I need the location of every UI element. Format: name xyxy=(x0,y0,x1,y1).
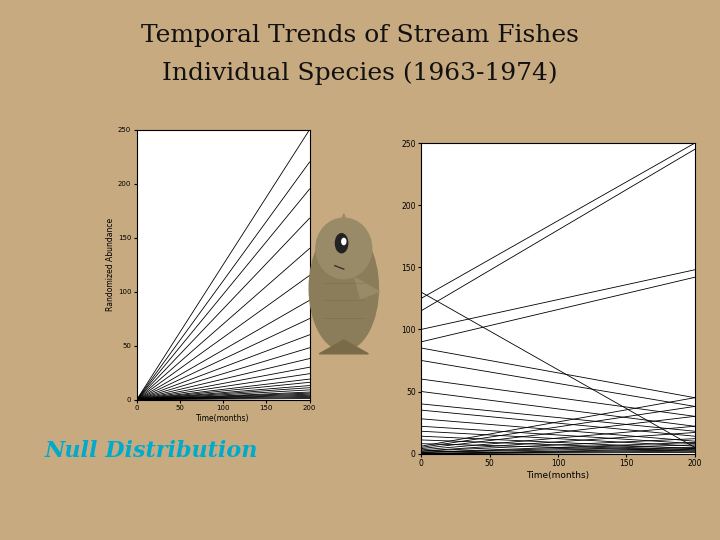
Polygon shape xyxy=(327,214,361,260)
X-axis label: Time(months): Time(months) xyxy=(526,471,590,480)
Circle shape xyxy=(342,238,346,245)
Text: Temporal Trends of Stream Fishes: Temporal Trends of Stream Fishes xyxy=(141,24,579,46)
Ellipse shape xyxy=(316,218,372,279)
Text: Null Distribution: Null Distribution xyxy=(45,440,258,462)
Polygon shape xyxy=(319,340,369,354)
X-axis label: Time(months): Time(months) xyxy=(197,414,250,423)
Ellipse shape xyxy=(309,226,379,350)
Y-axis label: Randomized Abundance: Randomized Abundance xyxy=(106,218,115,311)
Circle shape xyxy=(336,234,348,253)
Text: Individual Species (1963-1974): Individual Species (1963-1974) xyxy=(162,61,558,85)
Polygon shape xyxy=(355,278,379,299)
